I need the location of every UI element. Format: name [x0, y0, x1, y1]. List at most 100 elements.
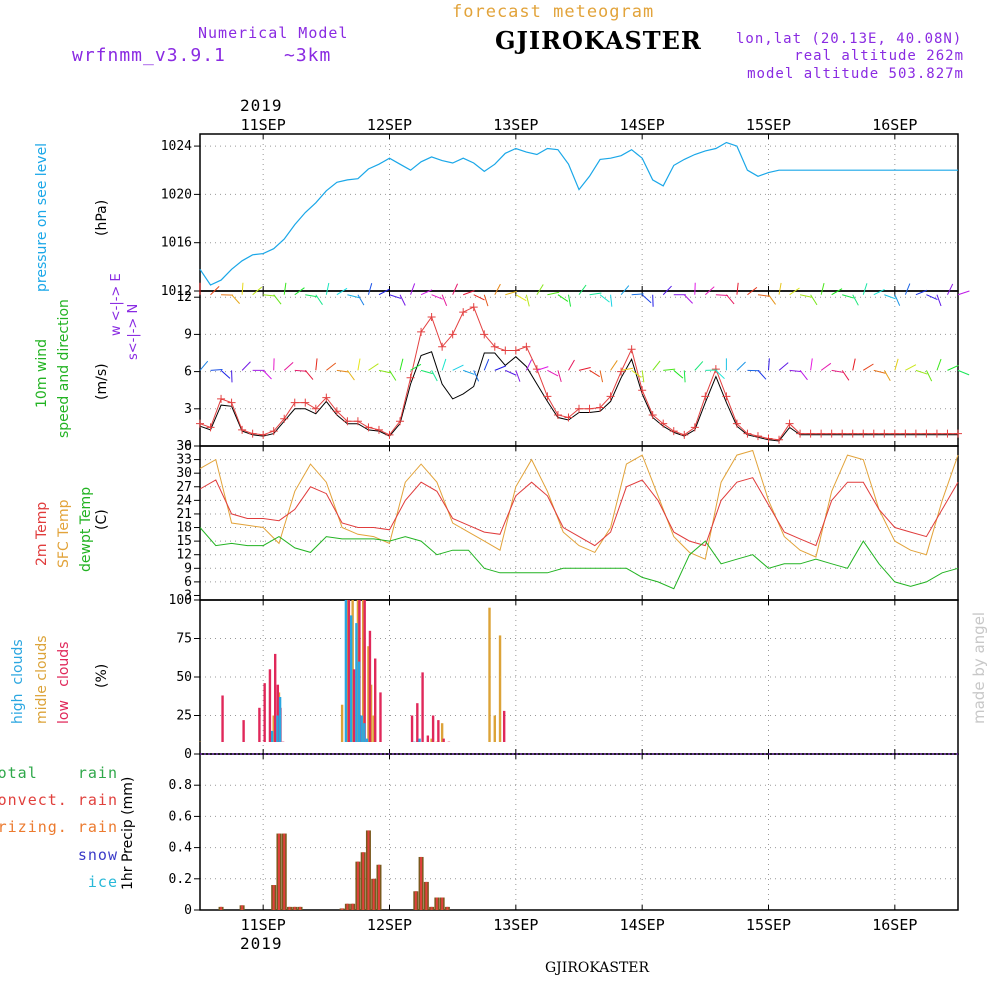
wind-direction-arrow [726, 294, 735, 305]
wind-direction-arrow [273, 294, 282, 305]
wind-speed-marker [227, 398, 236, 407]
temp-ytick-label: 21 [176, 507, 192, 522]
precip-convect-bar [272, 885, 275, 910]
temp-ytick-label: 24 [176, 493, 192, 508]
wind-direction-arrow [325, 282, 330, 295]
wind-speed-marker [427, 313, 436, 322]
cloud-bar [276, 715, 279, 742]
wind-speed-marker [490, 342, 499, 351]
precip-convect-bar [346, 903, 349, 910]
wind-direction-arrow [663, 368, 676, 371]
cloud-bar [367, 646, 370, 742]
precip-convect-bar [356, 861, 359, 910]
cloud-bar [276, 684, 280, 742]
top-day-label: 12SEP [367, 116, 412, 134]
wind-direction-arrow [652, 360, 661, 371]
temp-ytick-label: 18 [176, 521, 192, 536]
precip-convect-bar [241, 905, 244, 910]
cloud-bar [347, 600, 351, 742]
wind-direction-arrow [778, 282, 782, 295]
wind-direction-arrow [389, 370, 397, 381]
temp-ytick-label: 6 [184, 575, 192, 590]
precip-convect-bar [277, 833, 280, 910]
wind-direction-arrow [378, 369, 391, 374]
temp-ytick-label: 36 [176, 439, 192, 454]
wind-direction-arrow [915, 369, 928, 375]
wind-direction-arrow [452, 364, 464, 371]
wind-direction-arrow [452, 283, 459, 295]
clouds-ytick-label: 50 [176, 670, 192, 685]
cloud-bar [502, 710, 506, 742]
model-resolution: ~3km [284, 45, 332, 66]
wind-ytick-label: 12 [176, 290, 192, 305]
dewpt-temp-line [199, 527, 959, 590]
wind-direction-arrow [925, 370, 933, 382]
wind-speed-marker [196, 419, 204, 428]
cloud-bar [272, 715, 275, 742]
wind-direction-arrow [599, 370, 604, 383]
wind-direction-arrow [463, 290, 475, 296]
precip-convect-bar [435, 897, 438, 910]
precip-convect-bar [293, 906, 296, 910]
wind-direction-arrow [715, 294, 728, 297]
legend-snow: snow [77, 846, 118, 864]
cloud-bar [442, 738, 445, 742]
wind-direction-arrow [547, 291, 560, 296]
wind-direction-arrow [367, 283, 373, 295]
wind-direction-arrow [547, 369, 559, 377]
precip-frame [199, 753, 959, 911]
wind-direction-arrow [694, 361, 704, 371]
wind-speed-marker [627, 345, 636, 354]
precip-convect-bar [288, 906, 291, 910]
cloud-bar [416, 703, 419, 742]
precip-convect-bar [341, 908, 344, 910]
precip-convect-bar [425, 881, 428, 910]
wind-direction-arrow [957, 290, 970, 296]
bottom-day-label: 11SEP [241, 916, 286, 934]
cloud-bar [355, 623, 358, 742]
wind-speed-marker [838, 429, 847, 438]
wind-ytick-label: 9 [184, 327, 192, 342]
cloud-bar [426, 735, 430, 742]
wind-ytick-label: 3 [184, 402, 192, 417]
wind-direction-arrow [704, 286, 715, 296]
temp-ytick-label: 27 [176, 480, 192, 495]
wind-direction-arrow [410, 283, 416, 295]
wind-direction-arrow [842, 294, 854, 299]
precip-convect-bar [377, 864, 380, 910]
model-altitude-text: model altitude 503.827m [747, 66, 964, 82]
cloud-bar [346, 600, 349, 742]
wind-direction-arrow [515, 370, 521, 382]
pressure-ytick-label: 1024 [161, 139, 192, 154]
wind-speed-marker [743, 429, 752, 438]
wind-direction-arrow [578, 366, 591, 371]
wind-speed-marker [901, 429, 910, 438]
wind-speed-marker [785, 419, 794, 428]
top-day-label: 13SEP [493, 116, 538, 134]
wind-direction-arrow [473, 294, 485, 301]
product-title: forecast meteogram [452, 2, 655, 22]
wind-direction-arrow [768, 358, 770, 371]
wind-direction-arrow [947, 365, 959, 371]
wind-direction-arrow [631, 293, 644, 296]
wind-direction-arrow [852, 294, 859, 306]
wind-direction-arrow [336, 287, 348, 296]
wind-direction-arrow [420, 289, 433, 296]
wind-direction-arrow [220, 369, 231, 379]
cloud-bar [351, 600, 354, 742]
wind-direction-arrow [810, 358, 813, 371]
wind-direction-arrow [936, 358, 942, 371]
cloud-bar [268, 669, 272, 742]
wind-direction-arrow [620, 285, 630, 296]
wind-speed-marker [290, 398, 299, 407]
wind-direction-arrow [621, 367, 634, 371]
wind-direction-arrow [683, 370, 686, 383]
bottom-day-label: 12SEP [367, 916, 412, 934]
wind-speed-marker [206, 423, 215, 432]
bottom-day-label: 15SEP [746, 916, 791, 934]
temp-frame [199, 445, 959, 601]
wind-direction-arrow [905, 364, 917, 371]
wind-direction-arrow [252, 286, 263, 296]
cloud-bar [273, 653, 277, 742]
wind-direction-arrow [536, 284, 544, 295]
